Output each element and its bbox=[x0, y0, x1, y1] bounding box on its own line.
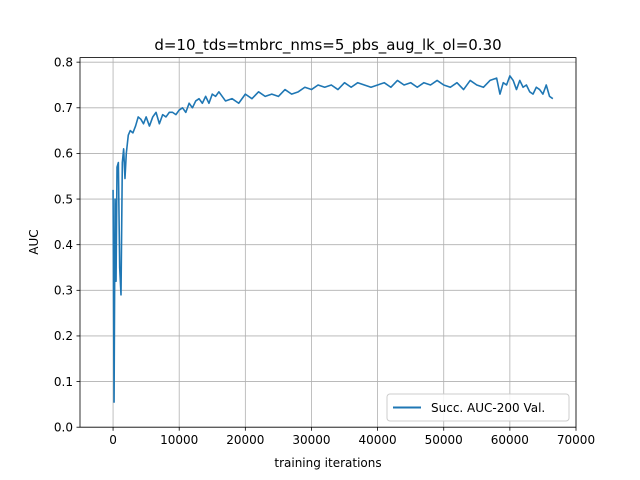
plot-frame bbox=[79, 57, 577, 428]
x-tick-label: 50000 bbox=[425, 433, 463, 447]
y-tick-label: 0.8 bbox=[54, 55, 73, 69]
series-line bbox=[112, 75, 554, 403]
x-tick-label: 30000 bbox=[292, 433, 330, 447]
y-tick-label: 0.1 bbox=[54, 375, 73, 389]
y-axis-label: AUC bbox=[27, 229, 41, 254]
x-axis-label: training iterations bbox=[274, 456, 381, 470]
y-tick-label: 0.5 bbox=[54, 192, 73, 206]
y-tick-label: 0.0 bbox=[54, 421, 73, 435]
x-tick-label: 60000 bbox=[491, 433, 529, 447]
y-tick-label: 0.2 bbox=[54, 329, 73, 343]
y-tick-label: 0.6 bbox=[54, 147, 73, 161]
x-tick-label: 0 bbox=[109, 433, 117, 447]
axis-ticks: 0 10000 20000 30000 40000 50000 60000 70000 0.0 0… bbox=[54, 55, 595, 447]
legend-box bbox=[386, 393, 570, 422]
chart-title: d=10_tds=tmbrc_nms=5_pbs_aug_lk_ol=0.30 bbox=[154, 36, 501, 55]
y-tick-label: 0.4 bbox=[54, 238, 73, 252]
legend-label: Succ. AUC-200 Val. bbox=[431, 401, 545, 415]
legend: Succ. AUC-200 Val. bbox=[386, 393, 570, 422]
x-tick-label: 40000 bbox=[359, 433, 397, 447]
x-tick-label: 10000 bbox=[160, 433, 198, 447]
x-tick-label: 20000 bbox=[226, 433, 264, 447]
y-tick-label: 0.7 bbox=[54, 101, 73, 115]
y-tick-label: 0.3 bbox=[54, 284, 73, 298]
x-tick-label: 70000 bbox=[557, 433, 595, 447]
series-layer bbox=[112, 75, 554, 403]
